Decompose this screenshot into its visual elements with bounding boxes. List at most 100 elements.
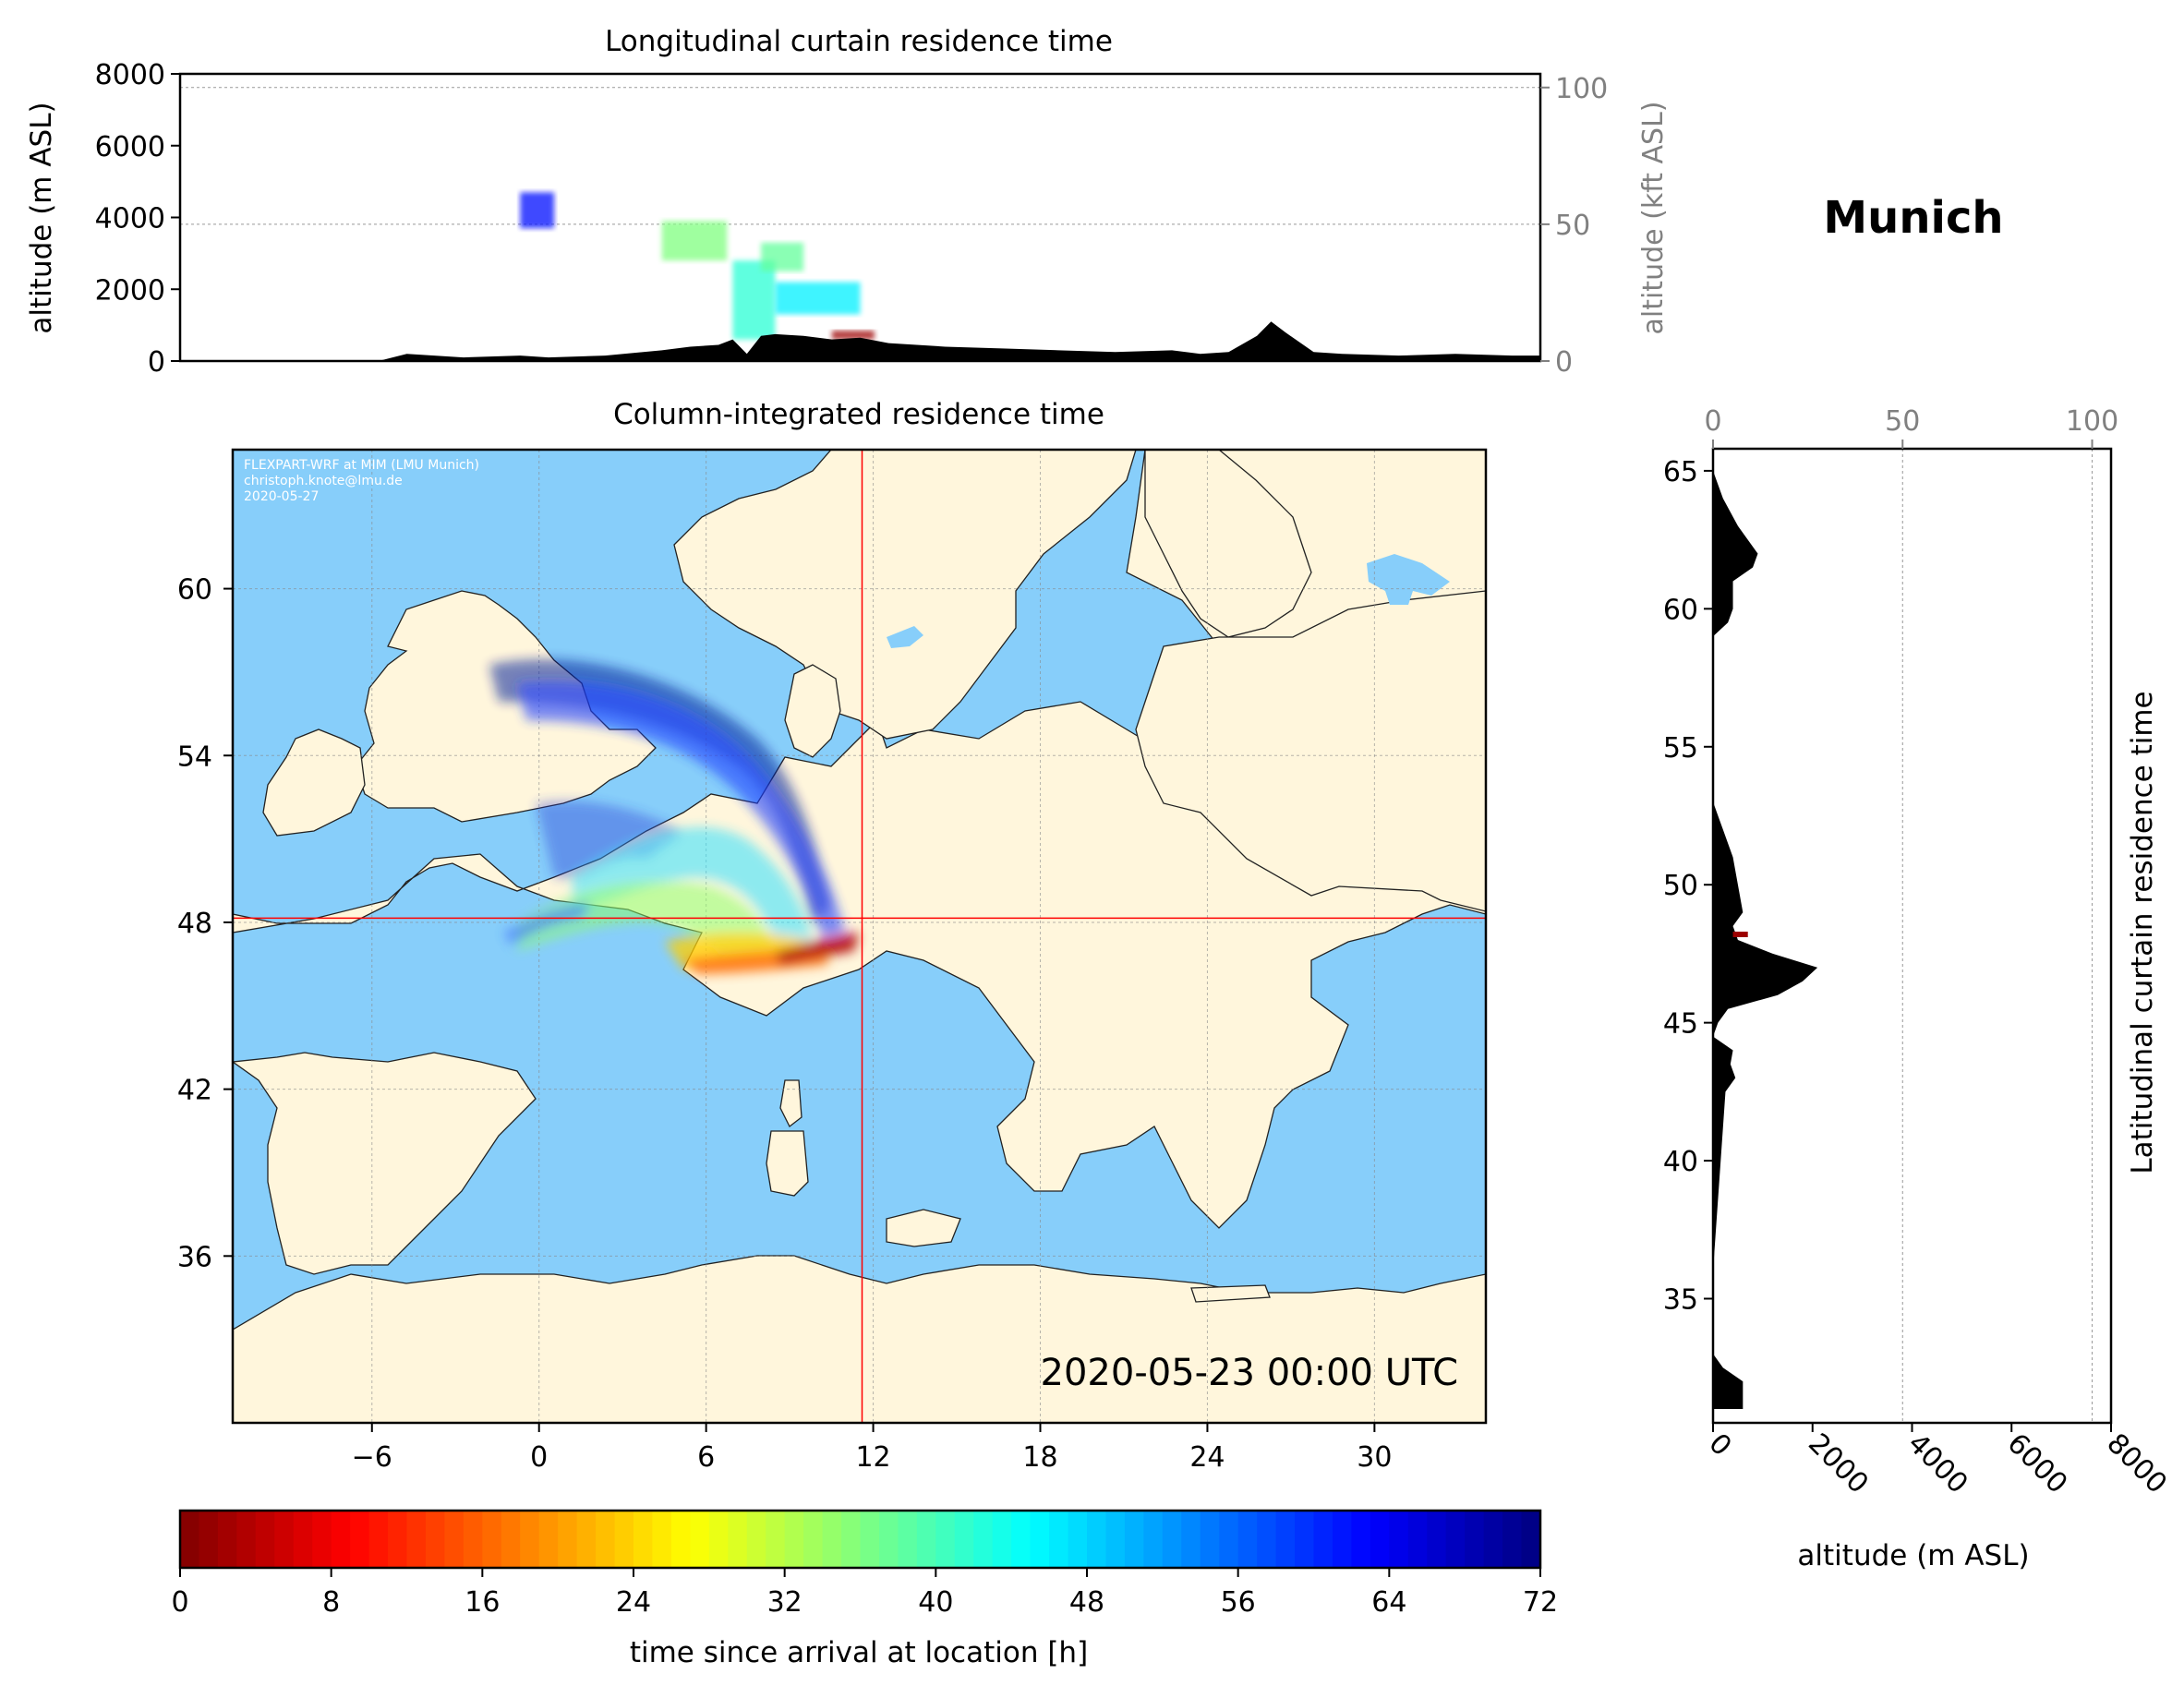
location-title: Munich [1823,192,2003,244]
colorbar-step [1087,1511,1107,1568]
colorbar-step [746,1511,766,1568]
colorbar-step [388,1511,408,1568]
colorbar-step [520,1511,540,1568]
map-title: Column-integrated residence time [613,398,1104,431]
colorbar-step [766,1511,786,1568]
tick-label: 24 [1189,1441,1225,1474]
tick-label: 4000 [95,203,165,235]
colorbar-step [312,1511,332,1568]
map-gridlines [233,450,1486,1423]
tick-label: 48 [177,908,212,940]
longitudinal-axes-frame [178,72,1542,363]
residence-blob [761,242,804,271]
lake-vanern [887,626,923,648]
tick-label: 45 [1663,1008,1698,1041]
tick-label: 0 [1704,405,1721,438]
tick-label: 60 [177,574,212,607]
colorbar-step [822,1511,842,1568]
denmark-land [784,664,841,758]
plume-band-blue [517,681,845,937]
colorbar-step [841,1511,862,1568]
colorbar-step [803,1511,824,1568]
colorbar-step [1162,1511,1182,1568]
tick-label: 35 [1663,1284,1698,1317]
longitudinal-residence-plume [520,192,875,340]
colorbar-step [331,1511,351,1568]
residence-blob [831,330,875,340]
colorbar-step [898,1511,918,1568]
sardinia-land [766,1130,809,1197]
colorbar-step [916,1511,936,1568]
colorbar-ticks: 0 8 16 24 32 40 48 56 64 72 [171,1568,1558,1619]
tick-label: 72 [1523,1586,1558,1619]
tick-label: 64 [1371,1586,1406,1619]
colorbar-step [1124,1511,1144,1568]
latitudinal-bottom-ticks: 0 2000 4000 6000 8000 [1702,1423,2173,1500]
colorbar-step [1181,1511,1201,1568]
colorbar-step [878,1511,899,1568]
colorbar: 0 8 16 24 32 40 48 56 64 72 time since arrival at… [171,1509,1558,1669]
colorbar-step [1407,1511,1428,1568]
scandinavia-land [673,450,1137,740]
tick-label: 8000 [95,59,165,91]
longitudinal-terrain-area [180,321,1540,361]
colorbar-step [1219,1511,1239,1568]
baltic-east-land [1135,590,1486,912]
colorbar-step [293,1511,313,1568]
colorbar-step [614,1511,634,1568]
map-credit-line-2: christoph.knote@lmu.de [244,474,403,488]
colorbar-step [1030,1511,1050,1568]
tick-label: 18 [1022,1441,1057,1474]
colorbar-label: time since arrival at location [h] [630,1636,1088,1669]
colorbar-step [1275,1511,1296,1568]
colorbar-step [1427,1511,1447,1568]
colorbar-step [1143,1511,1164,1568]
tick-label: 50 [1885,405,1920,438]
colorbar-step [368,1511,389,1568]
latitudinal-y-ticks: 35 40 45 50 55 60 65 [1663,456,1713,1317]
colorbar-step [274,1511,295,1568]
tick-label: 16 [465,1586,500,1619]
colorbar-step [180,1511,200,1568]
colorbar-step [1483,1511,1503,1568]
latitudinal-terrain-area [1713,449,1818,1410]
tick-label: 6000 [2001,1427,2074,1500]
colorbar-step [444,1511,465,1568]
iberia-land [233,1052,537,1275]
latitudinal-title: Latitudinal curtain residence time [2126,691,2159,1174]
tick-label: 0 [530,1441,548,1474]
colorbar-step [463,1511,483,1568]
colorbar-step [1295,1511,1315,1568]
colorbar-step [350,1511,370,1568]
tick-label: 12 [855,1441,890,1474]
map-axes-frame [231,448,1488,1425]
longitudinal-left-ticks: 0 2000 4000 6000 8000 [95,59,180,379]
tick-label: 36 [177,1241,212,1273]
tick-label: 4000 [1901,1427,1974,1500]
tick-label: 8000 [2100,1427,2173,1500]
corsica-land [779,1079,802,1127]
colorbar-step [935,1511,956,1568]
colorbar-step [596,1511,616,1568]
colorbar-step [633,1511,654,1568]
tick-label: 42 [177,1075,212,1107]
colorbar-step [217,1511,237,1568]
residence-blob [732,260,776,340]
colorbar-step [538,1511,559,1568]
tick-label: 40 [918,1586,953,1619]
finland-land [1144,450,1312,638]
longitudinal-panel: Longitudinal curtain residence time 0 200… [25,25,1670,379]
latitudinal-residence-plume [1732,932,1748,937]
tick-label: 100 [2066,405,2118,438]
colorbar-frame [178,1509,1542,1570]
colorbar-step [425,1511,446,1568]
longitudinal-ylabel: altitude (m ASL) [25,102,58,333]
residence-blob [520,192,555,229]
colorbar-step [1237,1511,1258,1568]
tick-label: 6000 [95,131,165,163]
colorbar-step [406,1511,427,1568]
colorbar-step [1011,1511,1032,1568]
tick-label: 0 [148,346,165,379]
map-x-ticks: −6 0 6 12 18 24 30 [352,1423,1392,1474]
